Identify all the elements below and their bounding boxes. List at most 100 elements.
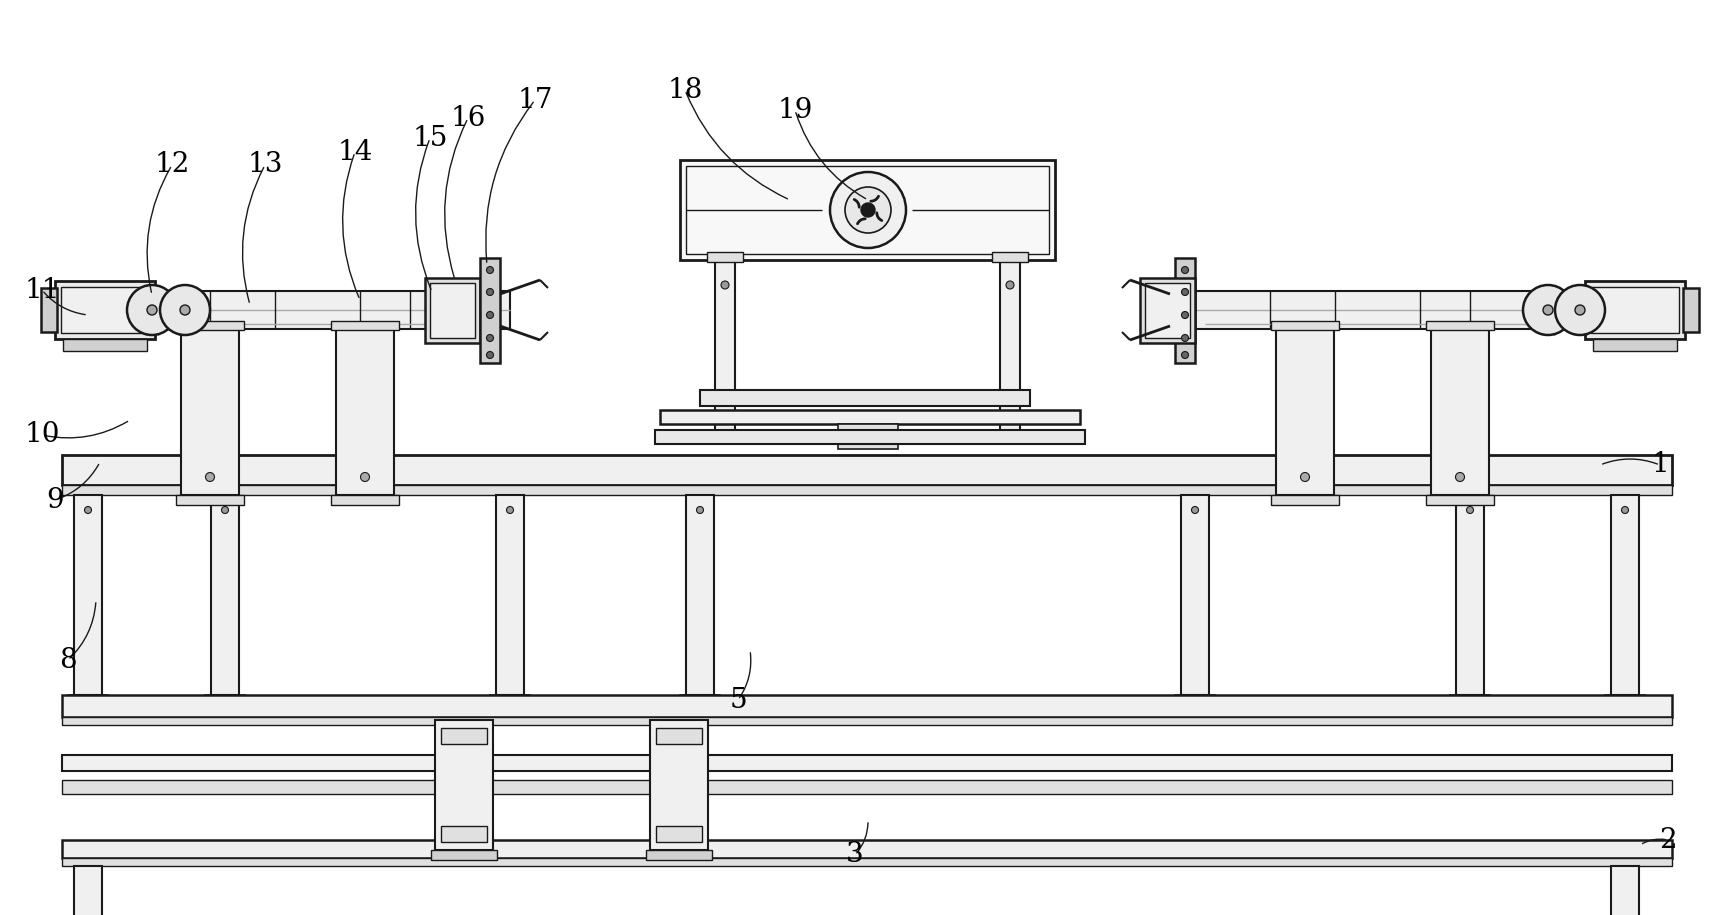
Text: 17: 17 xyxy=(517,87,553,113)
Bar xyxy=(1586,281,1685,339)
Circle shape xyxy=(861,203,874,217)
Bar xyxy=(685,166,1050,254)
Bar xyxy=(481,258,500,363)
Bar xyxy=(1612,866,1640,915)
Circle shape xyxy=(486,311,493,318)
Bar xyxy=(205,695,245,707)
Circle shape xyxy=(1182,288,1188,296)
Bar xyxy=(62,485,1673,495)
Bar xyxy=(331,321,399,330)
Bar xyxy=(1275,329,1334,495)
Circle shape xyxy=(1182,351,1188,359)
Circle shape xyxy=(486,351,493,359)
Text: 2: 2 xyxy=(1659,826,1676,854)
Text: 19: 19 xyxy=(777,96,812,124)
Bar xyxy=(430,283,475,338)
Bar xyxy=(699,390,1031,406)
Circle shape xyxy=(1555,285,1605,335)
Bar xyxy=(62,780,1673,794)
Bar xyxy=(1175,258,1195,363)
Bar xyxy=(75,495,102,695)
Bar xyxy=(62,840,1673,858)
Bar xyxy=(1272,321,1339,330)
Bar xyxy=(1450,695,1490,707)
Bar xyxy=(651,720,708,850)
Circle shape xyxy=(180,305,191,315)
Bar xyxy=(992,433,1029,443)
Bar xyxy=(1140,278,1195,343)
Bar xyxy=(212,495,239,695)
Text: 15: 15 xyxy=(413,124,448,152)
Circle shape xyxy=(147,305,156,315)
Text: 14: 14 xyxy=(337,138,373,166)
Circle shape xyxy=(722,281,729,289)
Bar xyxy=(90,291,510,329)
Bar xyxy=(496,495,524,695)
Circle shape xyxy=(486,335,493,341)
Bar xyxy=(430,850,496,860)
Bar xyxy=(1456,495,1483,695)
Bar xyxy=(62,339,147,351)
Bar xyxy=(1591,287,1679,333)
Bar xyxy=(1612,495,1640,695)
Circle shape xyxy=(160,285,210,335)
Bar xyxy=(1605,695,1645,707)
Circle shape xyxy=(1622,507,1629,513)
Bar xyxy=(838,424,899,449)
Text: 1: 1 xyxy=(1652,451,1669,479)
Bar xyxy=(1593,339,1678,351)
Circle shape xyxy=(845,187,892,233)
Bar xyxy=(999,260,1020,435)
Text: 5: 5 xyxy=(729,686,746,714)
Circle shape xyxy=(1466,507,1473,513)
Circle shape xyxy=(486,266,493,274)
Bar xyxy=(175,495,245,505)
Circle shape xyxy=(1182,266,1188,274)
Bar xyxy=(441,826,488,842)
Bar xyxy=(992,252,1029,262)
Circle shape xyxy=(361,472,370,481)
Bar xyxy=(1175,695,1214,707)
Text: 12: 12 xyxy=(154,152,189,178)
Text: 10: 10 xyxy=(24,422,59,448)
Bar xyxy=(435,720,493,850)
Bar xyxy=(56,281,154,339)
Bar xyxy=(685,495,715,695)
Bar xyxy=(62,755,1673,771)
Circle shape xyxy=(1006,281,1013,289)
Circle shape xyxy=(205,472,215,481)
Circle shape xyxy=(1301,472,1310,481)
Bar xyxy=(659,410,1079,424)
Circle shape xyxy=(829,172,906,248)
Bar xyxy=(489,695,529,707)
Circle shape xyxy=(1523,285,1574,335)
Bar xyxy=(1431,329,1489,495)
Bar xyxy=(680,160,1055,260)
Circle shape xyxy=(486,288,493,296)
Bar xyxy=(337,329,394,495)
Bar xyxy=(42,288,57,332)
Circle shape xyxy=(1182,335,1188,341)
Bar xyxy=(706,252,743,262)
Circle shape xyxy=(1192,507,1199,513)
Bar xyxy=(1145,283,1190,338)
Circle shape xyxy=(1575,305,1586,315)
Bar xyxy=(62,858,1673,866)
Text: 16: 16 xyxy=(451,104,486,132)
Circle shape xyxy=(1542,305,1553,315)
Bar xyxy=(62,455,1673,485)
Bar xyxy=(61,287,149,333)
Bar xyxy=(425,278,481,343)
Bar xyxy=(1272,495,1339,505)
Bar xyxy=(175,321,245,330)
Bar xyxy=(680,695,720,707)
Bar xyxy=(75,866,102,915)
Bar xyxy=(656,728,703,744)
Text: 3: 3 xyxy=(847,842,864,868)
Circle shape xyxy=(1456,472,1464,481)
Circle shape xyxy=(696,507,703,513)
Bar xyxy=(706,433,743,443)
Bar xyxy=(180,329,239,495)
Circle shape xyxy=(222,507,229,513)
Bar xyxy=(1683,288,1699,332)
